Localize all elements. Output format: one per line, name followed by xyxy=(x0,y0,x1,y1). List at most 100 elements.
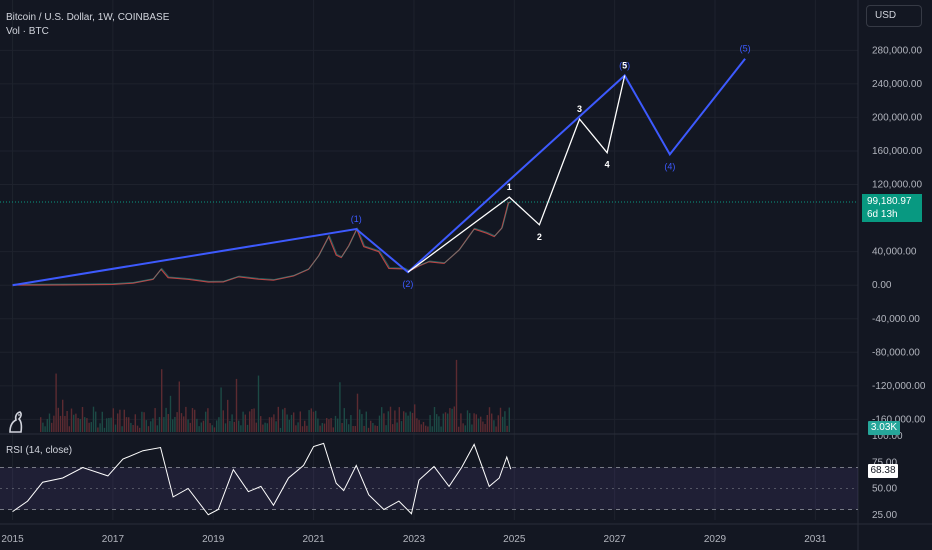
volume-bar xyxy=(59,415,62,432)
volume-bar xyxy=(455,359,458,432)
time-axis-label: 2019 xyxy=(202,534,225,545)
volume-bar xyxy=(251,408,253,432)
volume-bar xyxy=(361,414,363,432)
volume-bar xyxy=(174,416,176,432)
volume-bar xyxy=(257,375,260,432)
volume-bar xyxy=(220,387,222,432)
volume-bar xyxy=(475,414,477,432)
volume-bar xyxy=(235,378,238,432)
time-axis-label: 2017 xyxy=(102,534,125,545)
volume-bar xyxy=(350,415,352,432)
volume-bar xyxy=(81,406,84,432)
volume-bar xyxy=(378,415,381,432)
volume-bar xyxy=(453,406,455,432)
volume-bar xyxy=(222,410,224,432)
volume-bar xyxy=(246,424,249,432)
volume-bar xyxy=(339,382,341,432)
volume-bar xyxy=(400,421,403,432)
volume-bar xyxy=(123,409,125,432)
volume-bar xyxy=(495,426,497,432)
currency-button[interactable]: USD xyxy=(866,5,922,27)
volume-bar xyxy=(447,413,449,432)
volume-bar xyxy=(337,418,339,432)
volume-bar xyxy=(106,418,108,432)
volume-bar xyxy=(370,420,372,432)
volume-bar xyxy=(95,411,97,432)
volume-bar xyxy=(42,422,44,432)
volume-bar xyxy=(88,422,90,432)
volume-bar xyxy=(502,416,504,432)
volume-bar xyxy=(414,404,416,432)
volume-bar xyxy=(334,415,337,432)
volume-bar xyxy=(119,409,121,432)
volume-bar xyxy=(132,424,134,432)
volume-bar xyxy=(165,407,167,432)
volume-bar xyxy=(209,423,211,432)
volume-bar xyxy=(486,414,488,432)
volume-bar xyxy=(464,425,466,432)
price-axis-label: 120,000.00 xyxy=(872,180,922,191)
volume-bar xyxy=(482,421,484,432)
volume-bar xyxy=(420,424,422,432)
volume-bar xyxy=(75,413,77,432)
volume-bar xyxy=(117,413,119,432)
volume-bar xyxy=(64,415,66,432)
volume-bar xyxy=(48,413,51,432)
volume-bar xyxy=(396,422,398,432)
price-axis-label: -160,000.00 xyxy=(872,414,926,425)
volume-bar xyxy=(356,393,359,432)
current-volume-tag: 3.03K xyxy=(868,421,900,435)
volume-bar xyxy=(306,425,308,432)
volume-bar xyxy=(497,415,499,432)
volume-bar xyxy=(416,418,418,432)
volume-bar xyxy=(266,423,268,432)
volume-bar xyxy=(308,410,310,432)
current-rsi-tag: 68.38 xyxy=(868,464,898,478)
volume-bar xyxy=(279,427,282,432)
volume-bar xyxy=(304,420,306,432)
volume-bar xyxy=(383,413,385,432)
price-axis-label: -40,000.00 xyxy=(872,314,920,325)
volume-bar xyxy=(493,420,495,432)
volume-bar xyxy=(323,423,326,432)
volume-bar xyxy=(62,399,64,432)
volume-bar xyxy=(301,426,304,432)
volume-bar xyxy=(315,410,317,432)
volume-bar xyxy=(101,411,103,432)
price-axis-label: -120,000.00 xyxy=(872,381,926,392)
volume-bar xyxy=(224,423,227,432)
volume-bar xyxy=(110,417,112,432)
volume-bar xyxy=(156,425,158,432)
volume-bar xyxy=(374,425,376,432)
volume-bar xyxy=(147,426,150,432)
volume-bar xyxy=(218,417,220,432)
volume-bar xyxy=(191,408,194,432)
price-series-line-up xyxy=(13,200,512,285)
volume-bar xyxy=(231,414,233,432)
volume-bar xyxy=(134,414,136,432)
wave-label-4: 4 xyxy=(605,160,610,170)
volume-bar xyxy=(97,427,99,432)
volume-bar xyxy=(51,422,53,432)
volume-bar xyxy=(57,407,59,432)
price-axis-label: 280,000.00 xyxy=(872,45,922,56)
volume-bar xyxy=(477,418,480,432)
volume-bar xyxy=(143,412,145,432)
volume-bar xyxy=(44,426,46,432)
volume-bar xyxy=(385,425,387,432)
volume-bar xyxy=(284,407,286,432)
tradingview-logo-icon[interactable] xyxy=(6,410,28,434)
volume-bar xyxy=(376,425,378,432)
volume-bar xyxy=(249,411,251,432)
volume-bar xyxy=(288,419,290,432)
rsi-axis-label: 75.00 xyxy=(872,457,897,468)
volume-bar xyxy=(425,425,427,432)
volume-bar xyxy=(429,415,431,432)
symbol-title: Bitcoin / U.S. Dollar, 1W, COINBASE xyxy=(6,12,170,23)
volume-bar xyxy=(348,424,350,432)
volume-bar xyxy=(359,409,361,432)
volume-bar xyxy=(508,407,510,432)
volume-bar xyxy=(152,418,154,432)
volume-bar xyxy=(99,423,101,432)
